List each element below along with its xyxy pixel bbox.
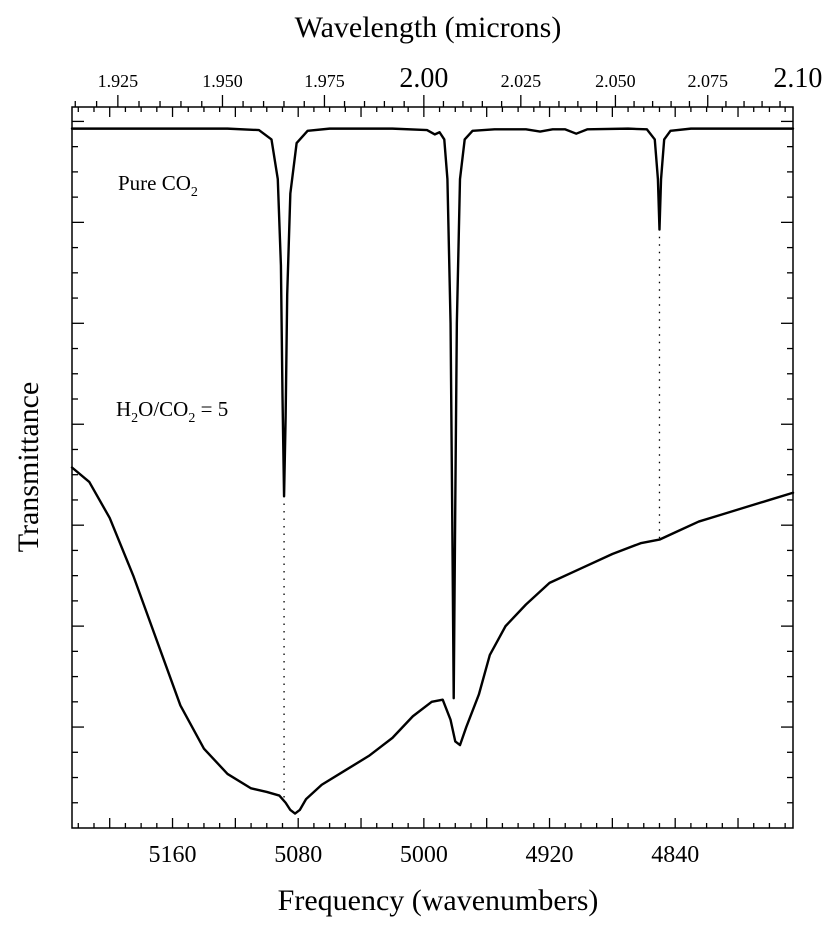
x2-tick-label: 1.925 — [98, 71, 139, 91]
x2-tick-label: 2.00 — [399, 63, 448, 94]
y-axis-title: Transmittance — [12, 382, 45, 553]
series-pure-co2 — [70, 127, 795, 700]
x-tick-label: 4840 — [651, 842, 699, 868]
plot-frame — [71, 106, 794, 829]
x2-tick-label: 1.950 — [202, 71, 243, 91]
annotation-h2o-co2-subscript-1: 2 — [131, 411, 138, 426]
annotation-h2o-co2-subscript-2: 2 — [188, 411, 195, 426]
annotation-pure-co2: Pure CO2 — [118, 171, 198, 200]
annotation-h2o-co2: H2O/CO2 = 5 — [116, 397, 228, 426]
top-axis-title: Wavelength (microns) — [295, 11, 562, 44]
x2-tick-label: 2.10 — [773, 63, 822, 94]
annotation-h2o-co2-text-3: = 5 — [195, 397, 228, 421]
x2-tick-label: 2.050 — [595, 71, 636, 91]
tick-layer: 5160 5080 5000 4920 4840 1.925 1.950 1.975 2.025… — [72, 63, 822, 868]
x-tick-label: 5160 — [149, 842, 197, 868]
x-tick-label: 5000 — [400, 842, 448, 868]
annotation-h2o-co2-text: H — [116, 397, 131, 421]
annotation-h2o-co2-text-2: O/CO — [138, 397, 188, 421]
annotation-pure-co2-text: Pure CO — [118, 171, 191, 195]
x2-tick-label: 1.975 — [304, 71, 345, 91]
series-h2o-co2-mixture — [70, 466, 795, 815]
x2-tick-label: 2.075 — [687, 71, 728, 91]
x2-tick-label: 2.025 — [501, 71, 542, 91]
x-tick-label: 4920 — [526, 842, 574, 868]
bottom-axis-title: Frequency (wavenumbers) — [278, 884, 599, 917]
annotation-pure-co2-subscript: 2 — [191, 185, 198, 200]
x-tick-label: 5080 — [274, 842, 322, 868]
reference-lines — [283, 236, 661, 803]
series-layer — [70, 127, 795, 815]
